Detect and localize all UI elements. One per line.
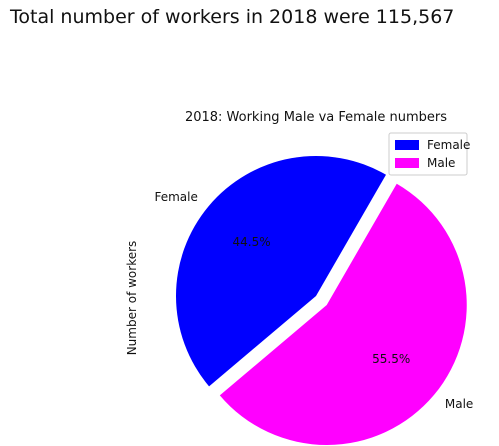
legend-swatch-male — [395, 158, 419, 168]
pie-slice-male — [219, 183, 467, 445]
pie-category-label-female: Female — [154, 190, 197, 204]
legend-label-female: Female — [427, 138, 470, 152]
pie-slices — [175, 156, 467, 445]
pie-labels: 44.5% Female 55.5% Male — [154, 190, 473, 411]
legend-label-male: Male — [427, 156, 455, 170]
legend: Female Male — [388, 132, 470, 176]
legend-swatch-female — [395, 140, 419, 150]
chart-title: 2018: Working Male va Female numbers — [185, 110, 447, 125]
pie-category-label-male: Male — [445, 397, 473, 411]
pie-slice-female — [175, 156, 386, 387]
pie-pct-label-female: 44.5% — [232, 235, 270, 249]
output-text: Total number of workers in 2018 were 115… — [10, 6, 455, 28]
y-axis-label: Number of workers — [125, 241, 139, 356]
pie-pct-label-male: 55.5% — [372, 352, 410, 366]
